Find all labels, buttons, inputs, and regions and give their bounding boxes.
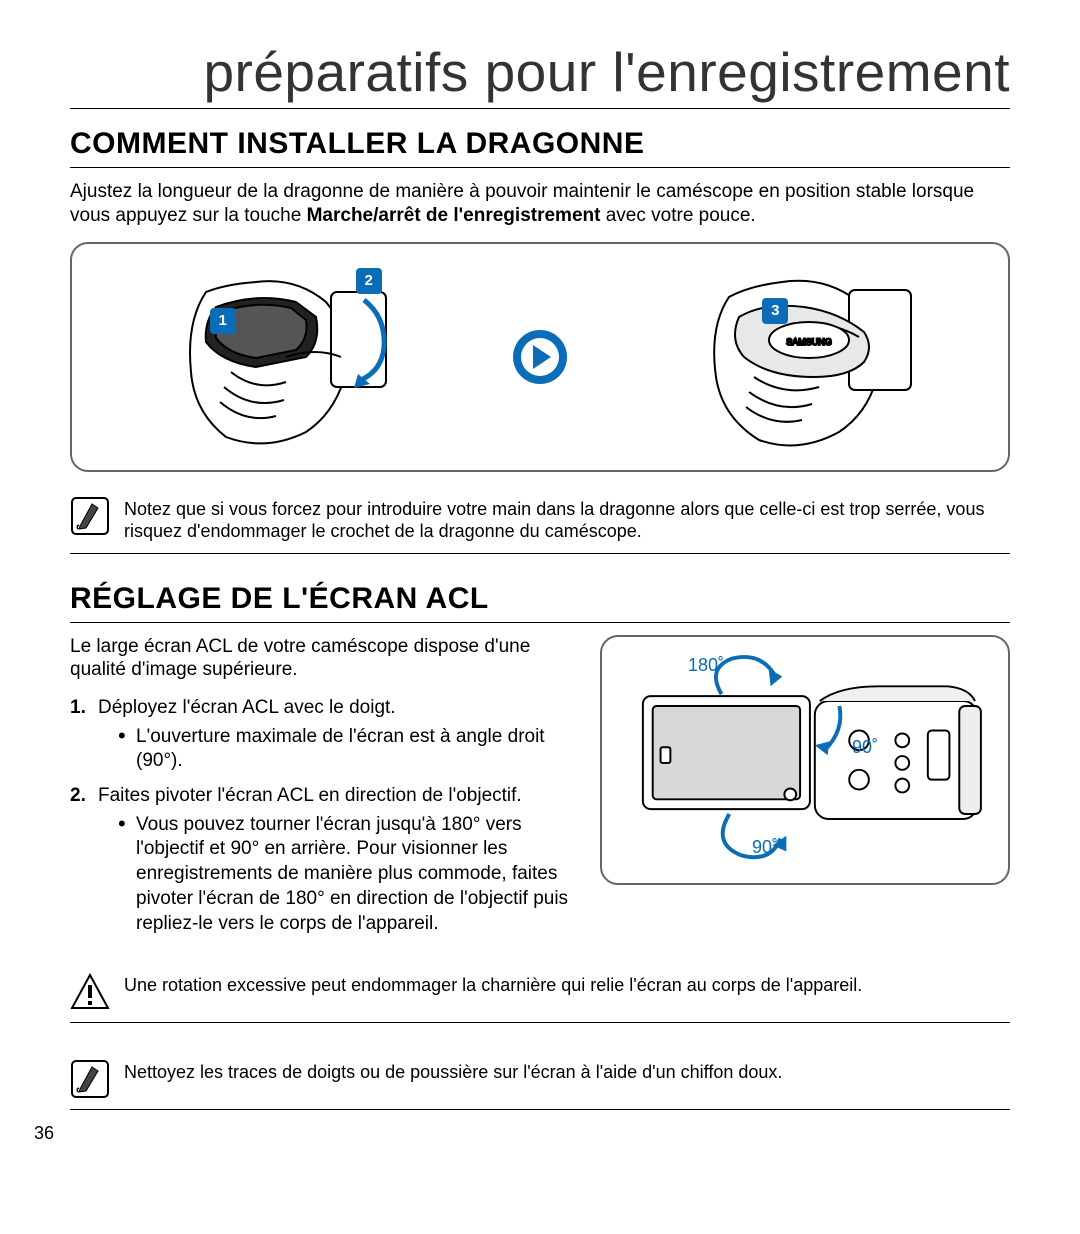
arrow-right-icon bbox=[513, 330, 567, 384]
angle-180: 180˚ bbox=[688, 655, 724, 676]
section2-text-col: Le large écran ACL de votre caméscope di… bbox=[70, 635, 580, 947]
tip-text: Nettoyez les traces de doigts ou de pous… bbox=[124, 1059, 782, 1084]
warning-icon bbox=[70, 972, 110, 1012]
warning-text: Une rotation excessive peut endommager l… bbox=[124, 972, 862, 997]
section1-heading: COMMENT INSTALLER LA DRAGONNE bbox=[70, 127, 1010, 168]
strap-sketch-right: SAMSUNG 3 bbox=[674, 262, 934, 452]
section2-heading: RÉGLAGE DE L'ÉCRAN ACL bbox=[70, 582, 1010, 623]
intro-text-after: avec votre pouce. bbox=[600, 205, 755, 226]
note-strap-text: Notez que si vous forcez pour introduire… bbox=[124, 496, 1010, 543]
step-1: Déployez l'écran ACL avec le doigt. L'ou… bbox=[70, 696, 580, 774]
angle-90-a: 90˚ bbox=[852, 737, 878, 758]
warning-row: Une rotation excessive peut endommager l… bbox=[70, 964, 1010, 1023]
note-icon bbox=[70, 1059, 110, 1099]
badge-3: 3 bbox=[762, 298, 788, 324]
tip-row: Nettoyez les traces de doigts ou de pous… bbox=[70, 1051, 1010, 1110]
step-2-bullet-1: Vous pouvez tourner l'écran jusqu'à 180°… bbox=[118, 813, 580, 936]
note-icon bbox=[70, 496, 110, 536]
step-2: Faites pivoter l'écran ACL en direction … bbox=[70, 784, 580, 936]
figure-lcd: 180˚ 90˚ 90˚ bbox=[600, 635, 1010, 885]
step-1-text: Déployez l'écran ACL avec le doigt. bbox=[98, 697, 396, 718]
section2-intro: Le large écran ACL de votre caméscope di… bbox=[70, 635, 580, 683]
intro-text-bold: Marche/arrêt de l'enregistrement bbox=[307, 205, 601, 226]
steps-list: Déployez l'écran ACL avec le doigt. L'ou… bbox=[70, 696, 580, 936]
note-strap: Notez que si vous forcez pour introduire… bbox=[70, 488, 1010, 554]
angle-90-b: 90˚ bbox=[752, 837, 778, 858]
figure-strap: 1 2 SAMSUNG 3 bbox=[70, 242, 1010, 472]
badge-1: 1 bbox=[210, 308, 236, 334]
section1-intro: Ajustez la longueur de la dragonne de ma… bbox=[70, 180, 1010, 228]
page-title: préparatifs pour l'enregistrement bbox=[70, 40, 1010, 109]
step-2-text: Faites pivoter l'écran ACL en direction … bbox=[98, 785, 522, 806]
step-1-bullet-1: L'ouverture maximale de l'écran est à an… bbox=[118, 725, 580, 774]
strap-sketch-left: 1 2 bbox=[146, 262, 406, 452]
page-number: 36 bbox=[34, 1123, 54, 1144]
brand-label: SAMSUNG bbox=[787, 337, 833, 347]
badge-2: 2 bbox=[356, 268, 382, 294]
